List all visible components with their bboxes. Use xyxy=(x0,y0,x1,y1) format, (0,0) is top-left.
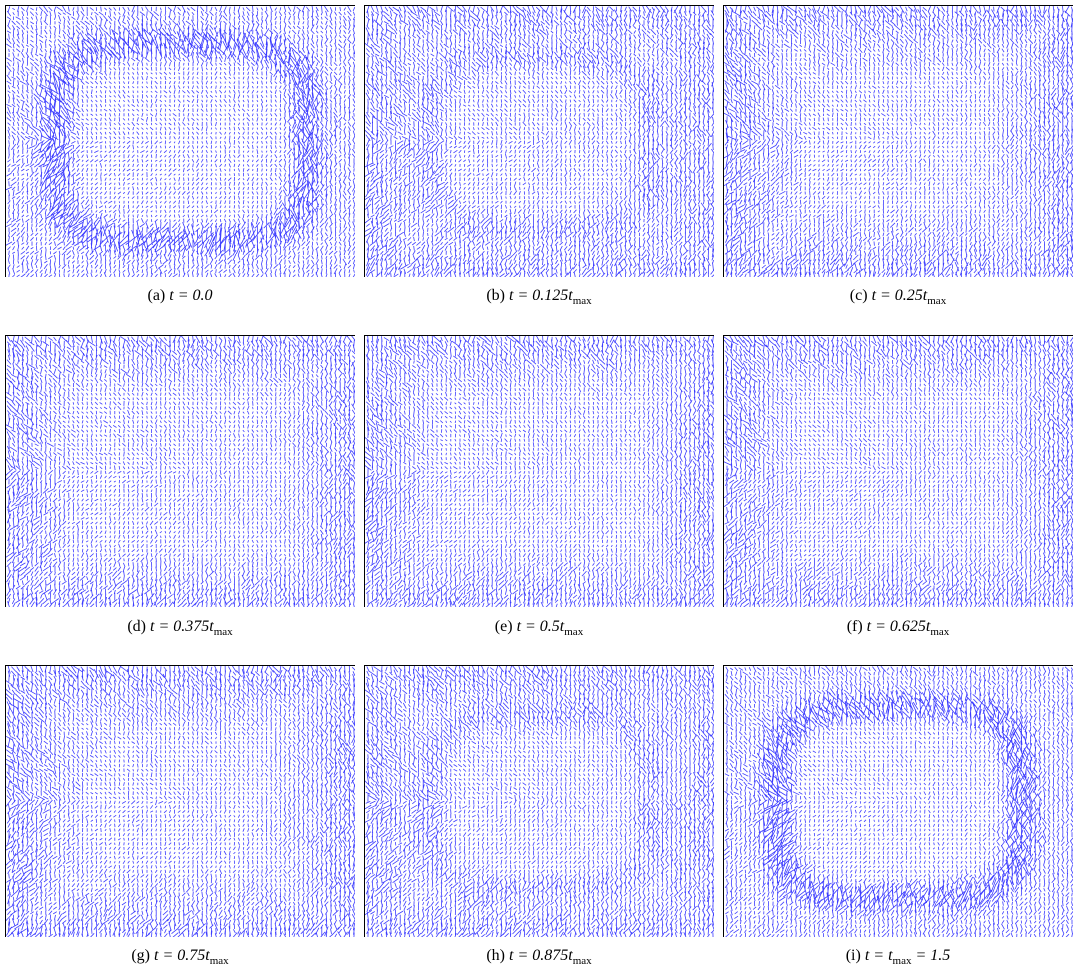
vector-field-plot xyxy=(5,335,355,607)
vector-field-plot xyxy=(364,5,714,277)
caption-subscript: max xyxy=(930,626,949,638)
panel xyxy=(5,665,355,937)
caption-math: t = 0.375t xyxy=(150,618,214,635)
caption-math: t = 0.875t xyxy=(509,947,573,964)
panel-caption: (g) t = 0.75tmax xyxy=(5,947,355,967)
panel xyxy=(364,335,714,607)
caption-label: (a) xyxy=(147,287,165,304)
vector-field xyxy=(364,665,714,937)
caption-math: t = 0.125t xyxy=(509,287,573,304)
caption-label: (d) xyxy=(127,618,146,635)
vector-field xyxy=(364,335,714,607)
caption-math: = 1.5 xyxy=(911,947,950,964)
panel-caption: (f) t = 0.625tmax xyxy=(723,618,1073,638)
panel xyxy=(364,665,714,937)
panel xyxy=(723,665,1073,937)
caption-label: (e) xyxy=(495,618,513,635)
panel-caption: (d) t = 0.375tmax xyxy=(5,618,355,638)
panel xyxy=(723,5,1073,277)
vector-field-plot xyxy=(364,335,714,607)
panel-caption: (i) t = tmax = 1.5 xyxy=(723,947,1073,967)
caption-subscript: max xyxy=(573,295,592,307)
panel-caption: (a) t = 0.0 xyxy=(5,287,355,305)
caption-label: (c) xyxy=(850,287,868,304)
vector-field xyxy=(723,5,1073,277)
caption-math: t = 0.75t xyxy=(154,947,210,964)
caption-label: (b) xyxy=(486,287,505,304)
caption-label: (h) xyxy=(486,947,505,964)
caption-label: (i) xyxy=(846,947,861,964)
caption-label: (g) xyxy=(131,947,150,964)
caption-subscript: max xyxy=(214,626,233,638)
vector-field xyxy=(6,6,355,277)
vector-field-plot xyxy=(5,5,355,277)
vector-field xyxy=(5,665,355,937)
panel xyxy=(723,335,1073,607)
vector-field-plot xyxy=(364,665,714,937)
caption-subscript: max xyxy=(564,626,583,638)
caption-subscript: max xyxy=(927,295,946,307)
vector-field-plot xyxy=(723,5,1073,277)
figure-page: (a) t = 0.0(b) t = 0.125tmax(c) t = 0.25… xyxy=(0,0,1074,974)
panel-caption: (h) t = 0.875tmax xyxy=(364,947,714,967)
panel-caption: (c) t = 0.25tmax xyxy=(723,287,1073,307)
caption-math: t = 0.625t xyxy=(867,618,931,635)
caption-math: t = 0.0 xyxy=(169,287,212,304)
panel xyxy=(5,335,355,607)
caption-math: t = t xyxy=(865,947,893,964)
vector-field xyxy=(5,335,355,607)
caption-math: t = 0.5t xyxy=(517,618,565,635)
vector-field-plot xyxy=(723,335,1073,607)
vector-field xyxy=(724,665,1073,937)
panel-caption: (b) t = 0.125tmax xyxy=(364,287,714,307)
panel-caption: (e) t = 0.5tmax xyxy=(364,618,714,638)
panel xyxy=(5,5,355,277)
vector-field-plot xyxy=(5,665,355,937)
vector-field-plot xyxy=(723,665,1073,937)
caption-subscript: max xyxy=(210,955,229,967)
panel xyxy=(364,5,714,277)
caption-subscript: max xyxy=(573,955,592,967)
caption-subscript: max xyxy=(893,955,912,967)
caption-label: (f) xyxy=(847,618,863,635)
vector-field xyxy=(723,335,1073,607)
vector-field xyxy=(364,5,714,277)
caption-math: t = 0.25t xyxy=(872,287,928,304)
